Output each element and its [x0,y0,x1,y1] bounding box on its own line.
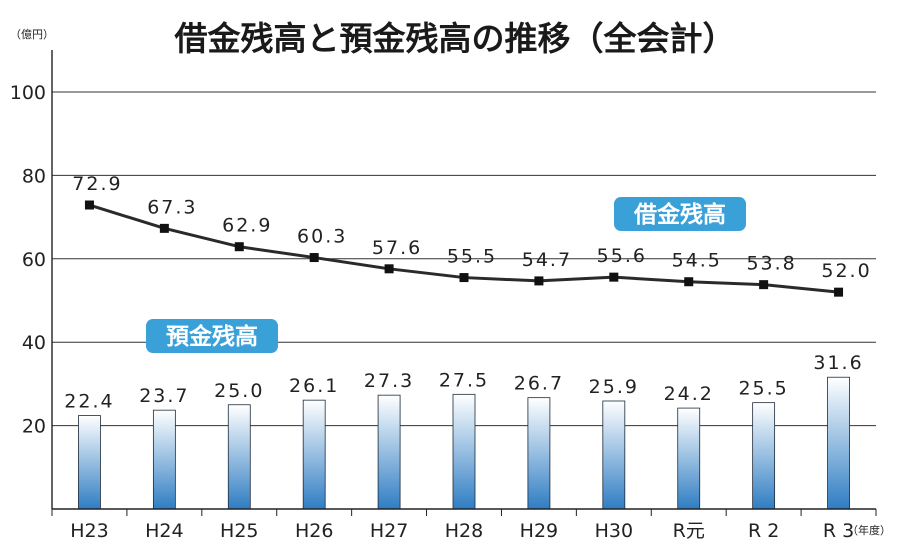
line-point [384,264,394,274]
line-point [759,280,769,290]
bar-value-label: 27.5 [439,369,489,391]
x-tick-label: H24 [145,520,183,542]
line-point [609,272,619,282]
line-series-tag-bg [614,197,746,231]
line-point [459,273,469,283]
line-value-label: 53.8 [746,253,796,275]
bar [152,409,176,510]
line-series-tag: 借金残高 [633,201,726,228]
x-tick-label: H29 [520,520,558,542]
y-tick-label: 40 [22,332,46,354]
x-axis-unit: （年度） [847,523,891,537]
x-tick-label: H25 [220,520,258,542]
line-point [234,242,244,252]
bar-value-label: 27.3 [364,370,414,392]
line-series [84,200,844,297]
bar [527,397,551,510]
bar-value-label: 31.6 [813,352,863,374]
line-point [684,277,694,287]
bar [227,404,251,510]
bar-series-tag: 預金残高 [166,323,258,350]
line-value-label: 54.7 [522,249,572,271]
y-tick-label: 60 [22,249,46,271]
y-tick-label: 100 [10,82,46,104]
bar-value-label: 26.1 [289,375,339,397]
x-tick-label: H27 [370,520,408,542]
bar-value-label: 22.4 [64,391,114,413]
bar [452,393,476,510]
line-value-label: 54.5 [672,250,722,272]
bar [302,399,326,510]
x-tick-label: R元 [673,520,705,542]
line-value-label: 60.3 [297,226,347,248]
x-tick-label: H30 [595,520,633,542]
line-point [309,253,319,263]
axes: H23 H24 H25 H26 H27 H28 H29 H30 R元 R 2 R 3 [51,50,877,542]
line-value-label: 62.9 [222,215,272,237]
chart-title: 借金残高と預金残高の推移（全会計） [174,19,736,58]
line-value-label: 67.3 [147,196,197,218]
x-tick-label: H28 [445,520,483,542]
bar [752,402,776,510]
bar [827,376,850,510]
x-tick-label: H23 [70,520,108,542]
data-labels: 22.4 23.7 25.0 26.1 27.3 27.5 26.7 25.9 24.2 25.5… [64,173,871,413]
line-point [159,223,169,233]
line-point [534,276,544,286]
line-value-label: 52.0 [821,260,871,282]
bar-value-label: 25.0 [214,380,264,402]
x-tick-label: R 2 [748,520,779,542]
x-tick-label: H26 [295,520,333,542]
line-value-label: 57.6 [372,237,422,259]
line-value-label: 72.9 [72,173,122,195]
y-tick-label: 80 [22,165,46,187]
bar-value-label: 26.7 [514,373,564,395]
x-tick-label: R 3 [823,520,854,542]
bar-value-label: 24.2 [664,383,714,405]
bar-series-tag-bg [146,319,278,353]
bar [677,407,701,510]
line-value-label: 55.5 [447,246,497,268]
y-axis-unit: （億円） [10,28,54,41]
bar-value-label: 23.7 [139,385,189,407]
bar [377,394,401,510]
line-value-label: 55.6 [597,245,647,267]
line-point [834,287,844,297]
y-tick-label: 20 [22,416,46,438]
bar [602,400,626,510]
line-point [84,200,94,210]
bar [78,415,101,510]
bar-series [78,376,850,510]
bar-value-label: 25.5 [738,378,788,400]
bar-value-label: 25.9 [589,376,639,398]
